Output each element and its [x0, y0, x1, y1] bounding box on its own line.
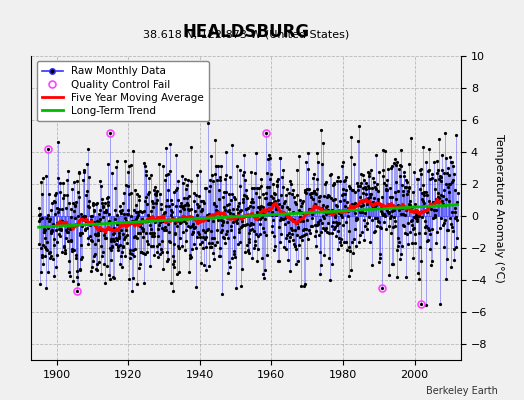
Text: Berkeley Earth: Berkeley Earth — [426, 386, 498, 396]
Legend: Raw Monthly Data, Quality Control Fail, Five Year Moving Average, Long-Term Tren: Raw Monthly Data, Quality Control Fail, … — [37, 61, 209, 121]
Y-axis label: Temperature Anomaly (°C): Temperature Anomaly (°C) — [494, 134, 504, 282]
Text: 38.618 N, 122.873 W (United States): 38.618 N, 122.873 W (United States) — [143, 29, 350, 39]
Title: HEALDSBURG: HEALDSBURG — [183, 22, 310, 40]
